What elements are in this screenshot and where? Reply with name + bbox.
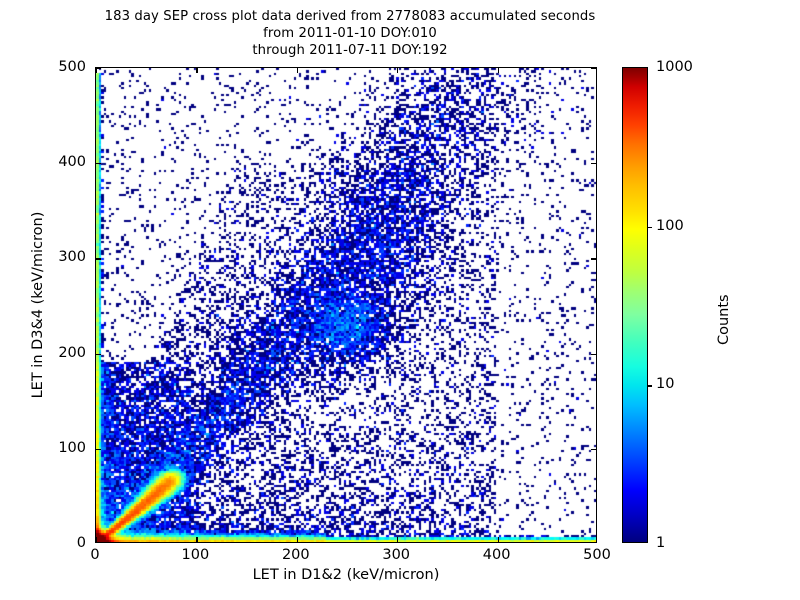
- y-tick-label: 400: [58, 154, 86, 171]
- x-tick-mark: [397, 537, 399, 542]
- y-tick-mark: [591, 353, 596, 355]
- colorbar[interactable]: [622, 67, 652, 543]
- plot-title: 183 day SEP cross plot data derived from…: [0, 8, 700, 59]
- title-line-1: 183 day SEP cross plot data derived from…: [104, 9, 596, 24]
- x-tick-mark: [497, 537, 499, 542]
- y-tick-mark: [96, 258, 101, 260]
- x-tick-label: 400: [482, 547, 511, 563]
- x-tick-mark: [96, 537, 98, 542]
- x-tick-mark: [397, 68, 399, 73]
- x-axis-label: LET in D1&2 (keV/micron): [252, 567, 440, 583]
- colorbar-tick-label: 1000: [656, 59, 693, 75]
- colorbar-tick-mark: [647, 226, 652, 228]
- y-tick-mark: [591, 448, 596, 451]
- y-tick-mark: [96, 448, 101, 451]
- colorbar-label: Counts: [716, 294, 732, 345]
- colorbar-tick-mark: [647, 385, 652, 387]
- x-tick-mark: [296, 68, 299, 73]
- title-line-2: from 2011-01-10 DOY:010: [263, 26, 437, 41]
- colorbar-tick-label: 10: [656, 376, 675, 393]
- y-tick-mark: [591, 68, 596, 70]
- y-tick-label: 100: [58, 439, 86, 456]
- colorbar-tick-label: 100: [656, 217, 684, 234]
- x-tick-label: 300: [382, 547, 411, 563]
- x-tick-mark: [96, 68, 98, 73]
- x-tick-mark: [196, 68, 198, 73]
- y-tick-mark: [591, 258, 596, 260]
- x-tick-label: 100: [181, 547, 210, 563]
- colorbar-tick-label: 1: [656, 535, 666, 551]
- y-tick-mark: [96, 353, 101, 355]
- x-tick-mark: [296, 537, 299, 542]
- x-tick-mark: [497, 68, 499, 73]
- x-tick-mark: [196, 537, 198, 542]
- y-tick-mark: [591, 163, 596, 165]
- y-tick-mark: [96, 163, 101, 165]
- y-tick-label: 200: [58, 344, 86, 361]
- x-tick-label: 200: [281, 547, 310, 563]
- y-tick-label: 0: [76, 535, 86, 551]
- y-axis-label: LET in D3&4 (keV/micron): [30, 211, 46, 399]
- plot-axes[interactable]: [95, 67, 597, 543]
- y-tick-label: 300: [58, 249, 86, 266]
- x-tick-label: 500: [583, 547, 611, 563]
- title-line-3: through 2011-07-11 DOY:192: [252, 43, 448, 58]
- x-tick-label: 0: [90, 547, 100, 563]
- y-tick-mark: [96, 68, 101, 70]
- scatter-heatmap-canvas: [96, 68, 596, 542]
- y-tick-label: 500: [58, 59, 86, 75]
